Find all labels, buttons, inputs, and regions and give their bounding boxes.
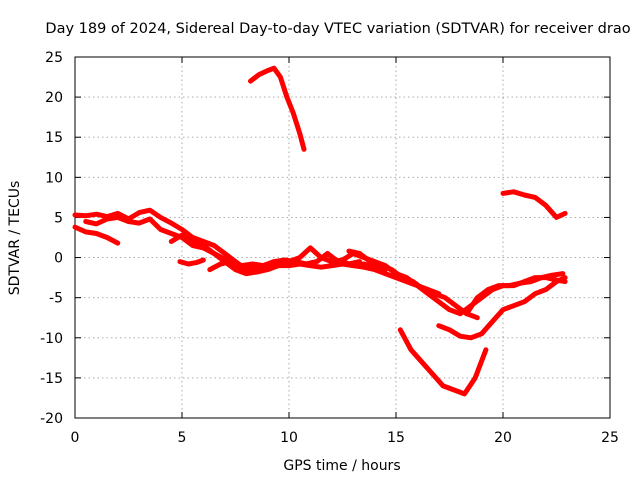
- y-tick-label: 5: [54, 210, 63, 226]
- axis-tick-labels: 0 5 10 15 20 25 -20 -15 -10 -5 0 5 10 15 20 25: [40, 50, 619, 446]
- data-series: [72, 65, 568, 397]
- grid: [75, 57, 610, 418]
- y-axis-label: SDTVAR / TECUs: [7, 181, 23, 296]
- series-line-track-13: [500, 189, 568, 220]
- series-line-track-1: [248, 65, 307, 152]
- plot-frame: [74, 56, 611, 419]
- x-tick-label: 10: [280, 430, 298, 446]
- y-tick-label: -15: [40, 371, 63, 387]
- series-line-track-10: [436, 275, 568, 341]
- x-tick-label: 25: [601, 430, 619, 446]
- y-tick-label: 20: [45, 90, 63, 106]
- series-line-track-7: [207, 251, 363, 273]
- y-tick-label: 0: [54, 251, 63, 267]
- series-line-track-11: [464, 271, 566, 317]
- series-line-track-12: [397, 327, 489, 397]
- chart-title: Day 189 of 2024, Sidereal Day-to-day VTE…: [45, 21, 630, 37]
- y-tick-label: -5: [49, 291, 63, 307]
- y-tick-label: 25: [45, 50, 63, 66]
- x-tick-label: 5: [178, 430, 187, 446]
- series-line-track-6: [177, 257, 206, 267]
- y-tick-label: -20: [40, 411, 63, 427]
- x-axis-label: GPS time / hours: [283, 458, 400, 474]
- x-tick-label: 15: [387, 430, 405, 446]
- y-tick-label: 15: [45, 130, 63, 146]
- series-line-track-3: [72, 224, 121, 246]
- x-tick-label: 20: [494, 430, 512, 446]
- y-tick-label: 10: [45, 170, 63, 186]
- y-tick-label: -10: [40, 331, 63, 347]
- axis-ticks: [74, 56, 611, 419]
- x-tick-label: 0: [71, 430, 80, 446]
